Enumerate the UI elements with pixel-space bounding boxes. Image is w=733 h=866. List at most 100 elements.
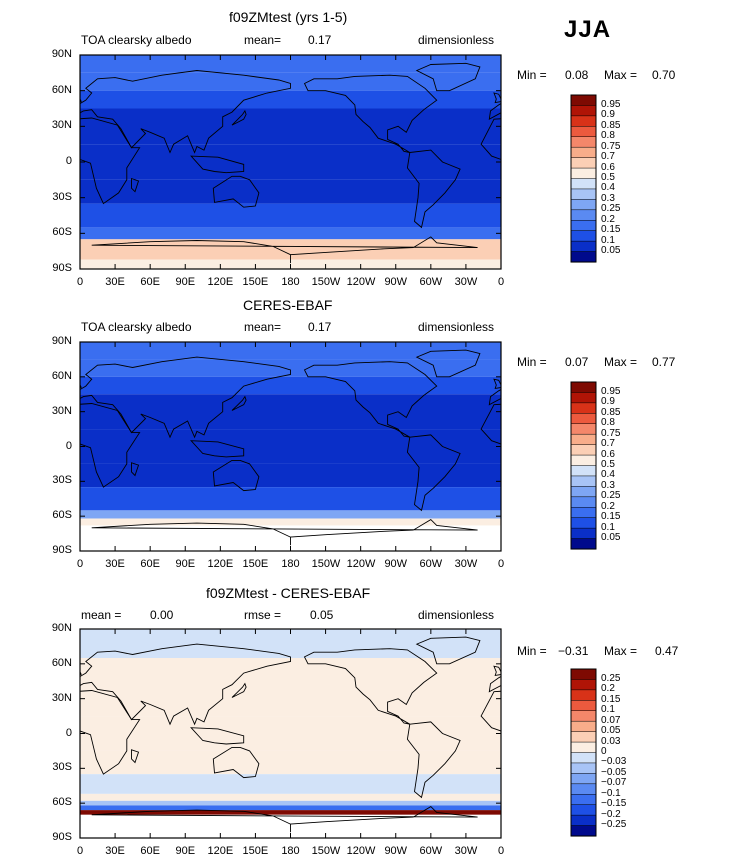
- colorbar-label: 0.9: [601, 396, 615, 408]
- colorbar-label: 0.4: [601, 182, 615, 194]
- panel3-rmse-value: 0.05: [310, 608, 334, 622]
- zonal-band: [80, 394, 501, 430]
- panel3-mean-label: mean =: [81, 608, 122, 622]
- colorbar-swatch: [570, 146, 597, 159]
- x-tick-label: 60E: [140, 845, 160, 857]
- panel1-units: dimensionless: [418, 33, 495, 47]
- zonal-band: [80, 463, 501, 488]
- y-tick-label: 30S: [52, 190, 72, 203]
- zonal-band: [80, 429, 501, 464]
- x-tick-label: 150W: [311, 558, 341, 570]
- colorbar-label: 0.4: [601, 469, 615, 481]
- colorbar-swatch: [570, 527, 597, 540]
- colorbar-swatch: [570, 496, 597, 508]
- x-tick-label: 120W: [346, 845, 376, 857]
- x-tick-label: 30E: [105, 276, 125, 288]
- colorbar-label: −0.07: [601, 777, 627, 789]
- colorbar-swatch: [570, 126, 597, 138]
- zonal-band: [80, 376, 501, 395]
- zonal-band: [80, 227, 501, 240]
- x-tick-label: 60W: [419, 558, 443, 570]
- x-tick-label: 150E: [242, 558, 269, 570]
- colorbar-swatch: [570, 392, 597, 404]
- antarctica-coast: [91, 806, 478, 833]
- x-tick-label: 150W: [311, 276, 341, 288]
- panel3-map: [79, 628, 502, 839]
- panel3-min-label: Min =: [517, 644, 547, 658]
- colorbar-label: 0.7: [601, 151, 615, 163]
- colorbar-label: 0: [601, 746, 607, 757]
- japan-coast: [231, 109, 247, 126]
- x-tick-label: 150E: [242, 845, 269, 857]
- x-tick-label: 30W: [454, 558, 478, 570]
- colorbar-swatch: [570, 423, 597, 435]
- colorbar-label: −0.03: [601, 756, 627, 768]
- antarctica-coast: [91, 519, 478, 546]
- x-tick-label: 120E: [207, 845, 234, 857]
- panel2-map: [79, 341, 502, 552]
- colorbar-swatch: [570, 115, 597, 127]
- panel2-min-value: 0.07: [565, 355, 589, 369]
- colorbar-swatch: [570, 167, 597, 180]
- colorbar-swatch: [570, 413, 597, 425]
- colorbar-label: 0.7: [601, 438, 615, 450]
- x-tick-label: 120E: [207, 276, 234, 288]
- y-tick-label: 0: [65, 439, 72, 452]
- colorbar-swatch: [570, 220, 597, 232]
- colorbar-frame: [570, 381, 597, 550]
- colorbar-label: 0.75: [601, 427, 621, 439]
- y-tick-label: 60N: [51, 83, 72, 96]
- zonal-band: [80, 72, 501, 91]
- y-tick-label: 90N: [51, 622, 72, 634]
- panel2-units: dimensionless: [418, 320, 495, 334]
- colorbar-label: 0.3: [601, 192, 615, 204]
- colorbar-label: 0.8: [601, 417, 615, 429]
- coastlines: [80, 62, 501, 264]
- y-tick-label: 0: [65, 155, 72, 167]
- panel3-title: f09ZMtest - CERES-EBAF: [206, 585, 371, 601]
- zonal-band: [80, 487, 501, 511]
- africa-coast: [80, 690, 141, 775]
- colorbar-swatch: [570, 136, 597, 148]
- zonal-band: [80, 239, 501, 260]
- zonal-band: [80, 805, 501, 811]
- colorbar-label: 0.07: [601, 714, 621, 726]
- y-tick-label: 30N: [51, 691, 72, 704]
- australia-coast: [212, 746, 260, 779]
- zonal-band: [80, 793, 501, 801]
- north-america-coast: [303, 361, 438, 438]
- japan-coast: [231, 682, 247, 698]
- season-label: JJA: [564, 16, 612, 43]
- colorbar-label: −0.25: [601, 819, 627, 831]
- panel2-colorbar: [570, 381, 597, 550]
- zonal-band: [80, 179, 501, 204]
- colorbar-swatch: [570, 773, 597, 785]
- x-tick-label: 120E: [207, 558, 234, 570]
- x-tick-label: 90E: [175, 558, 196, 570]
- y-tick-label: 60N: [51, 369, 72, 382]
- panel1-variable: TOA clearsky albedo: [81, 33, 192, 47]
- colorbar-swatch: [570, 720, 597, 733]
- colorbar-label: 0.05: [601, 532, 621, 544]
- colorbar-label: 0.15: [601, 224, 621, 236]
- y-tick-label: 90S: [52, 544, 72, 556]
- zonal-band: [80, 203, 501, 228]
- greenland-coast: [415, 349, 481, 378]
- y-tick-label: 60N: [51, 656, 72, 669]
- panel1-max-label: Max =: [604, 68, 638, 82]
- y-tick-label: 60S: [52, 226, 72, 239]
- colorbar-label: 0.1: [601, 704, 615, 716]
- colorbar-swatch: [570, 710, 597, 722]
- antarctica-coast: [91, 236, 478, 264]
- colorbar-swatch: [570, 402, 597, 414]
- x-tick-label: 30E: [105, 845, 125, 857]
- colorbar-label: 0.03: [601, 735, 621, 747]
- x-tick-label: 0: [497, 558, 505, 570]
- colorbar-label: 0.2: [601, 500, 615, 512]
- colorbar-swatch: [570, 731, 597, 743]
- colorbar-swatch: [570, 381, 597, 393]
- colorbar-label: 0.95: [601, 98, 621, 110]
- colorbar-label: 0.15: [601, 511, 621, 523]
- panel3-max-label: Max =: [604, 644, 638, 658]
- panel3-max-value: 0.47: [655, 644, 679, 658]
